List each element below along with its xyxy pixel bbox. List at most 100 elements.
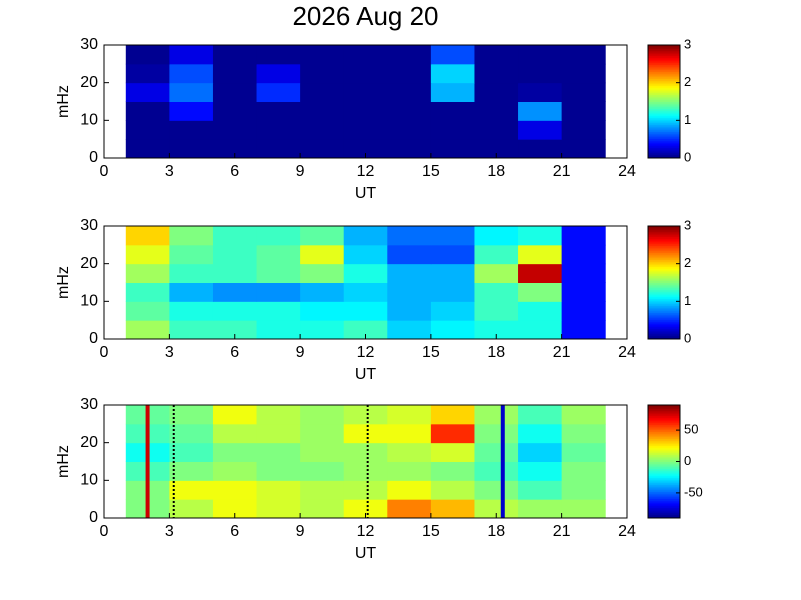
colorbar-slice — [648, 80, 680, 83]
heat-cell — [212, 120, 258, 140]
colorbar-slice — [648, 468, 680, 471]
heat-cell — [387, 423, 432, 444]
heat-cell — [212, 480, 258, 500]
colorbar-slice — [648, 502, 680, 505]
y-axis-label: mHz — [55, 266, 72, 299]
heat-cell — [430, 82, 475, 102]
x-tick-label: 24 — [618, 344, 636, 361]
colorbar-slice — [648, 48, 680, 51]
heat-cell — [430, 263, 475, 283]
colorbar-slice — [648, 136, 680, 140]
colorbar-slice — [648, 96, 680, 99]
heat-cell — [430, 244, 475, 265]
colorbar-slice — [648, 145, 680, 148]
colorbar-slice — [648, 489, 680, 493]
heat-cell — [387, 405, 432, 425]
colorbar-slice — [648, 105, 680, 108]
colorbar-slice — [648, 243, 680, 246]
colorbar-slice — [648, 473, 680, 477]
heat-cell — [256, 244, 301, 265]
heat-cell — [518, 244, 563, 265]
colorbar-slice — [648, 337, 680, 340]
heat-cell — [125, 45, 170, 65]
heat-cell — [387, 226, 432, 246]
heat-cell — [387, 301, 432, 321]
x-tick-label: 0 — [100, 163, 109, 180]
colorbar-slice — [648, 301, 680, 305]
colorbar-slice — [648, 234, 680, 238]
heat-cell — [474, 139, 519, 159]
colorbar-slice — [648, 138, 680, 141]
heat-cell — [212, 63, 258, 84]
colorbar-slice — [648, 227, 680, 231]
colorbar-slice — [648, 78, 680, 81]
heat-cell — [169, 226, 214, 246]
colorbar-slice — [648, 143, 680, 147]
colorbar-slice — [648, 131, 680, 134]
colorbar-slice — [648, 319, 680, 322]
heat-cell — [256, 45, 301, 65]
heat-cell — [474, 461, 519, 481]
colorbar-slice — [648, 316, 680, 319]
colorbar-slice — [648, 83, 680, 87]
colorbar-slice — [648, 122, 680, 125]
colorbar-slice — [648, 507, 680, 510]
heat-cell — [125, 226, 170, 246]
heat-cell — [387, 63, 432, 84]
heat-cell — [343, 282, 388, 302]
x-tick-label: 12 — [357, 344, 375, 361]
heat-cell — [212, 244, 258, 265]
colorbar-slice — [648, 465, 680, 468]
colorbar-slice — [648, 512, 680, 515]
heat-cell — [474, 244, 519, 265]
colorbar-slice — [648, 264, 680, 268]
heat-cell — [169, 82, 214, 102]
heat-cell — [343, 301, 388, 321]
x-tick-label: 15 — [422, 344, 440, 361]
colorbar-slice — [648, 273, 680, 276]
colorbar-slice — [648, 73, 680, 76]
colorbar-slice — [648, 408, 680, 411]
heat-cell — [474, 320, 519, 340]
heat-cell — [212, 101, 258, 121]
heat-cell — [125, 63, 170, 84]
heat-cell — [256, 263, 301, 283]
heat-cell — [561, 45, 606, 65]
colorbar-slice — [648, 76, 680, 80]
y-tick-label: 30 — [80, 36, 98, 53]
colorbar-slice — [648, 231, 680, 234]
x-tick-label: 24 — [618, 163, 636, 180]
colorbar-slice — [648, 69, 680, 72]
colorbar-slice — [648, 284, 680, 287]
heat-cell — [256, 442, 301, 462]
heat-cell — [474, 263, 519, 283]
heat-cell — [212, 320, 258, 340]
colorbar-slice — [648, 449, 680, 452]
x-tick-label: 9 — [296, 163, 305, 180]
heat-cell — [300, 45, 345, 65]
colorbar-slice — [648, 300, 680, 303]
x-tick-label: 18 — [487, 523, 505, 540]
heat-cell — [212, 226, 258, 246]
colorbar-slice — [648, 461, 680, 464]
colorbar-slice — [648, 509, 680, 512]
colorbar-slice — [648, 117, 680, 120]
y-tick-label: 0 — [89, 149, 98, 166]
heat-cell — [343, 63, 388, 84]
colorbar-slice — [648, 438, 680, 441]
colorbar-slice — [648, 280, 680, 283]
colorbar-slice — [648, 266, 680, 269]
colorbar-slice — [648, 491, 680, 494]
colorbar-slice — [648, 296, 680, 299]
colorbar-slice — [648, 442, 680, 445]
heat-cell — [212, 499, 258, 519]
heat-cell — [256, 301, 301, 321]
colorbar-slice — [648, 479, 680, 482]
colorbar-slice — [648, 450, 680, 454]
heat-cell — [474, 423, 519, 444]
heat-cell — [343, 461, 388, 481]
x-axis-label: UT — [355, 545, 377, 562]
heat-cell — [169, 45, 214, 65]
x-tick-label: 21 — [553, 344, 571, 361]
heat-cell — [256, 226, 301, 246]
